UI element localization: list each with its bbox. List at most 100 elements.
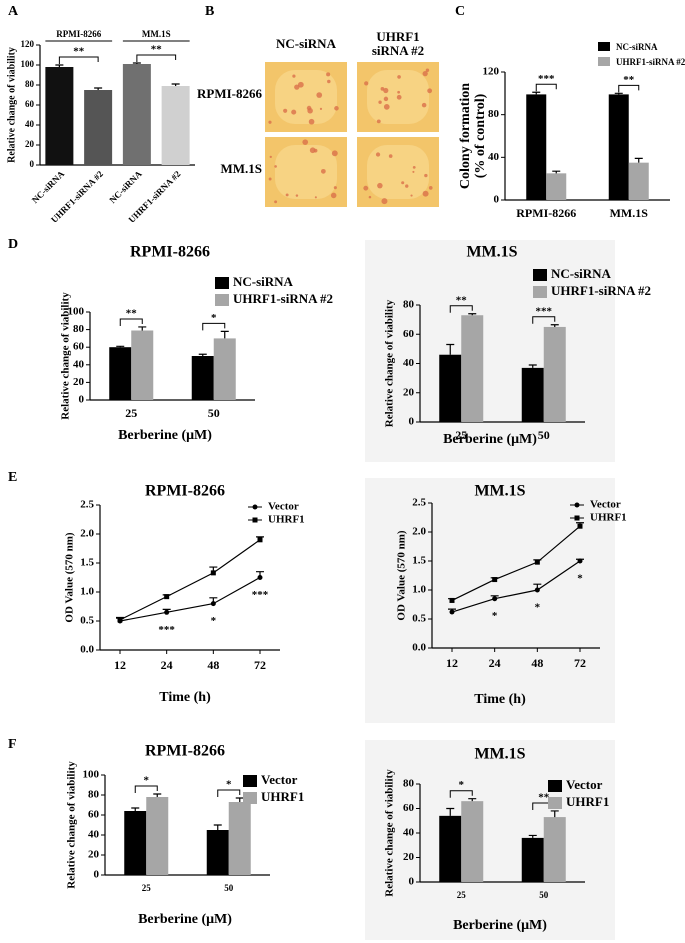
bar [461, 801, 484, 882]
y-tick-label: 20 [73, 376, 85, 388]
legend-label: UHRF1 [268, 514, 305, 526]
error-bar [138, 326, 147, 331]
x-tick-label: NC-siRNA [30, 168, 67, 205]
bar [526, 94, 547, 200]
y-tick-label: 1.0 [412, 584, 426, 596]
y-tick-label: 1.5 [412, 555, 426, 567]
legend-marker [252, 504, 258, 510]
panel-label: B [205, 4, 214, 19]
x-tick-label: 25 [125, 406, 137, 420]
colony [378, 100, 382, 104]
significance-label: * [459, 779, 465, 791]
significance-label: ** [538, 791, 550, 803]
colony [405, 184, 409, 188]
point [492, 577, 498, 583]
y-tick-label: 0 [494, 194, 500, 206]
colony [376, 119, 381, 124]
colony [368, 195, 372, 199]
colony [307, 108, 313, 114]
y-tick-label: 20 [88, 849, 100, 861]
y-tick-label: 100 [68, 306, 85, 318]
error-bar [528, 364, 537, 368]
colony [428, 186, 433, 190]
bar [439, 815, 462, 882]
colony [364, 81, 369, 86]
bar [124, 811, 147, 875]
point [164, 609, 170, 615]
y-axis-label: Relative change of viability [384, 299, 396, 427]
significance-label: * [211, 312, 217, 324]
bar [439, 354, 462, 422]
x-tick-label: 50 [538, 428, 550, 442]
legend-label: UHRF1 [566, 794, 609, 809]
y-tick-label: 80 [488, 108, 500, 120]
error-bar [446, 343, 455, 355]
colony [326, 72, 331, 77]
point [117, 617, 123, 623]
x-tick-label: 72 [574, 656, 586, 670]
legend-swatch [598, 42, 610, 51]
significance-label: *** [252, 589, 269, 601]
y-tick-label: 60 [25, 99, 35, 109]
y-tick-label: 40 [403, 827, 415, 839]
y-tick-label: 1.0 [80, 586, 94, 598]
x-tick-label: MM.1S [610, 206, 649, 220]
chart-title: RPMI-8266 [145, 743, 225, 760]
colony [388, 154, 393, 158]
colony [401, 181, 405, 185]
significance-label: ** [73, 46, 85, 58]
error-bar [213, 824, 222, 830]
x-axis-label: Berberine (μM) [443, 432, 537, 447]
point [534, 587, 540, 593]
legend-swatch [533, 269, 547, 281]
legend-label: UHRF1-siRNA #2 [233, 291, 333, 306]
legend-label: Vector [268, 501, 299, 513]
colony [396, 94, 402, 100]
colony [297, 81, 304, 88]
panel-label: E [8, 470, 17, 485]
bar [131, 330, 154, 400]
panel-bg [365, 240, 615, 462]
colony [422, 71, 428, 77]
error-bar [55, 64, 64, 67]
significance-label: * [144, 775, 150, 787]
significance-label: ** [623, 74, 635, 86]
x-tick-label: 48 [207, 658, 219, 672]
legend-label: NC-siRNA [616, 42, 658, 52]
group-label: RPMI-8266 [56, 29, 101, 39]
point [577, 558, 583, 564]
micrograph-glow [275, 70, 337, 124]
colony [383, 87, 389, 94]
point [449, 597, 455, 603]
error-bar [468, 798, 477, 802]
y-tick-label: 0.5 [80, 615, 94, 627]
x-tick-label: 12 [114, 658, 126, 672]
y-tick-label: 0 [409, 416, 415, 428]
significance-bracket [134, 785, 158, 793]
y-tick-label: 20 [403, 851, 415, 863]
y-tick-label: 80 [73, 323, 85, 335]
y-axis-label: Relative change of viability [60, 292, 72, 420]
point [257, 575, 263, 580]
colony [397, 90, 401, 94]
error-bar [235, 797, 244, 802]
x-tick-label: 50 [224, 883, 234, 893]
y-tick-label: 2.5 [412, 497, 426, 509]
y-tick-label: 120 [483, 66, 500, 78]
point [492, 596, 498, 602]
legend-label: UHRF1 [590, 512, 627, 524]
line [451, 525, 581, 601]
significance-bracket [217, 789, 241, 797]
colony [285, 193, 289, 197]
colony [331, 150, 338, 157]
bar [109, 347, 132, 400]
y-axis-label: Relative change of viability [6, 47, 17, 163]
error-bar [94, 87, 103, 90]
legend-label: NC-siRNA [233, 274, 294, 289]
significance-bracket [202, 322, 226, 331]
colony [316, 92, 323, 98]
point [210, 601, 216, 607]
y-tick-label: 100 [21, 59, 35, 69]
error-bar [614, 92, 623, 95]
error-bar [550, 324, 559, 327]
